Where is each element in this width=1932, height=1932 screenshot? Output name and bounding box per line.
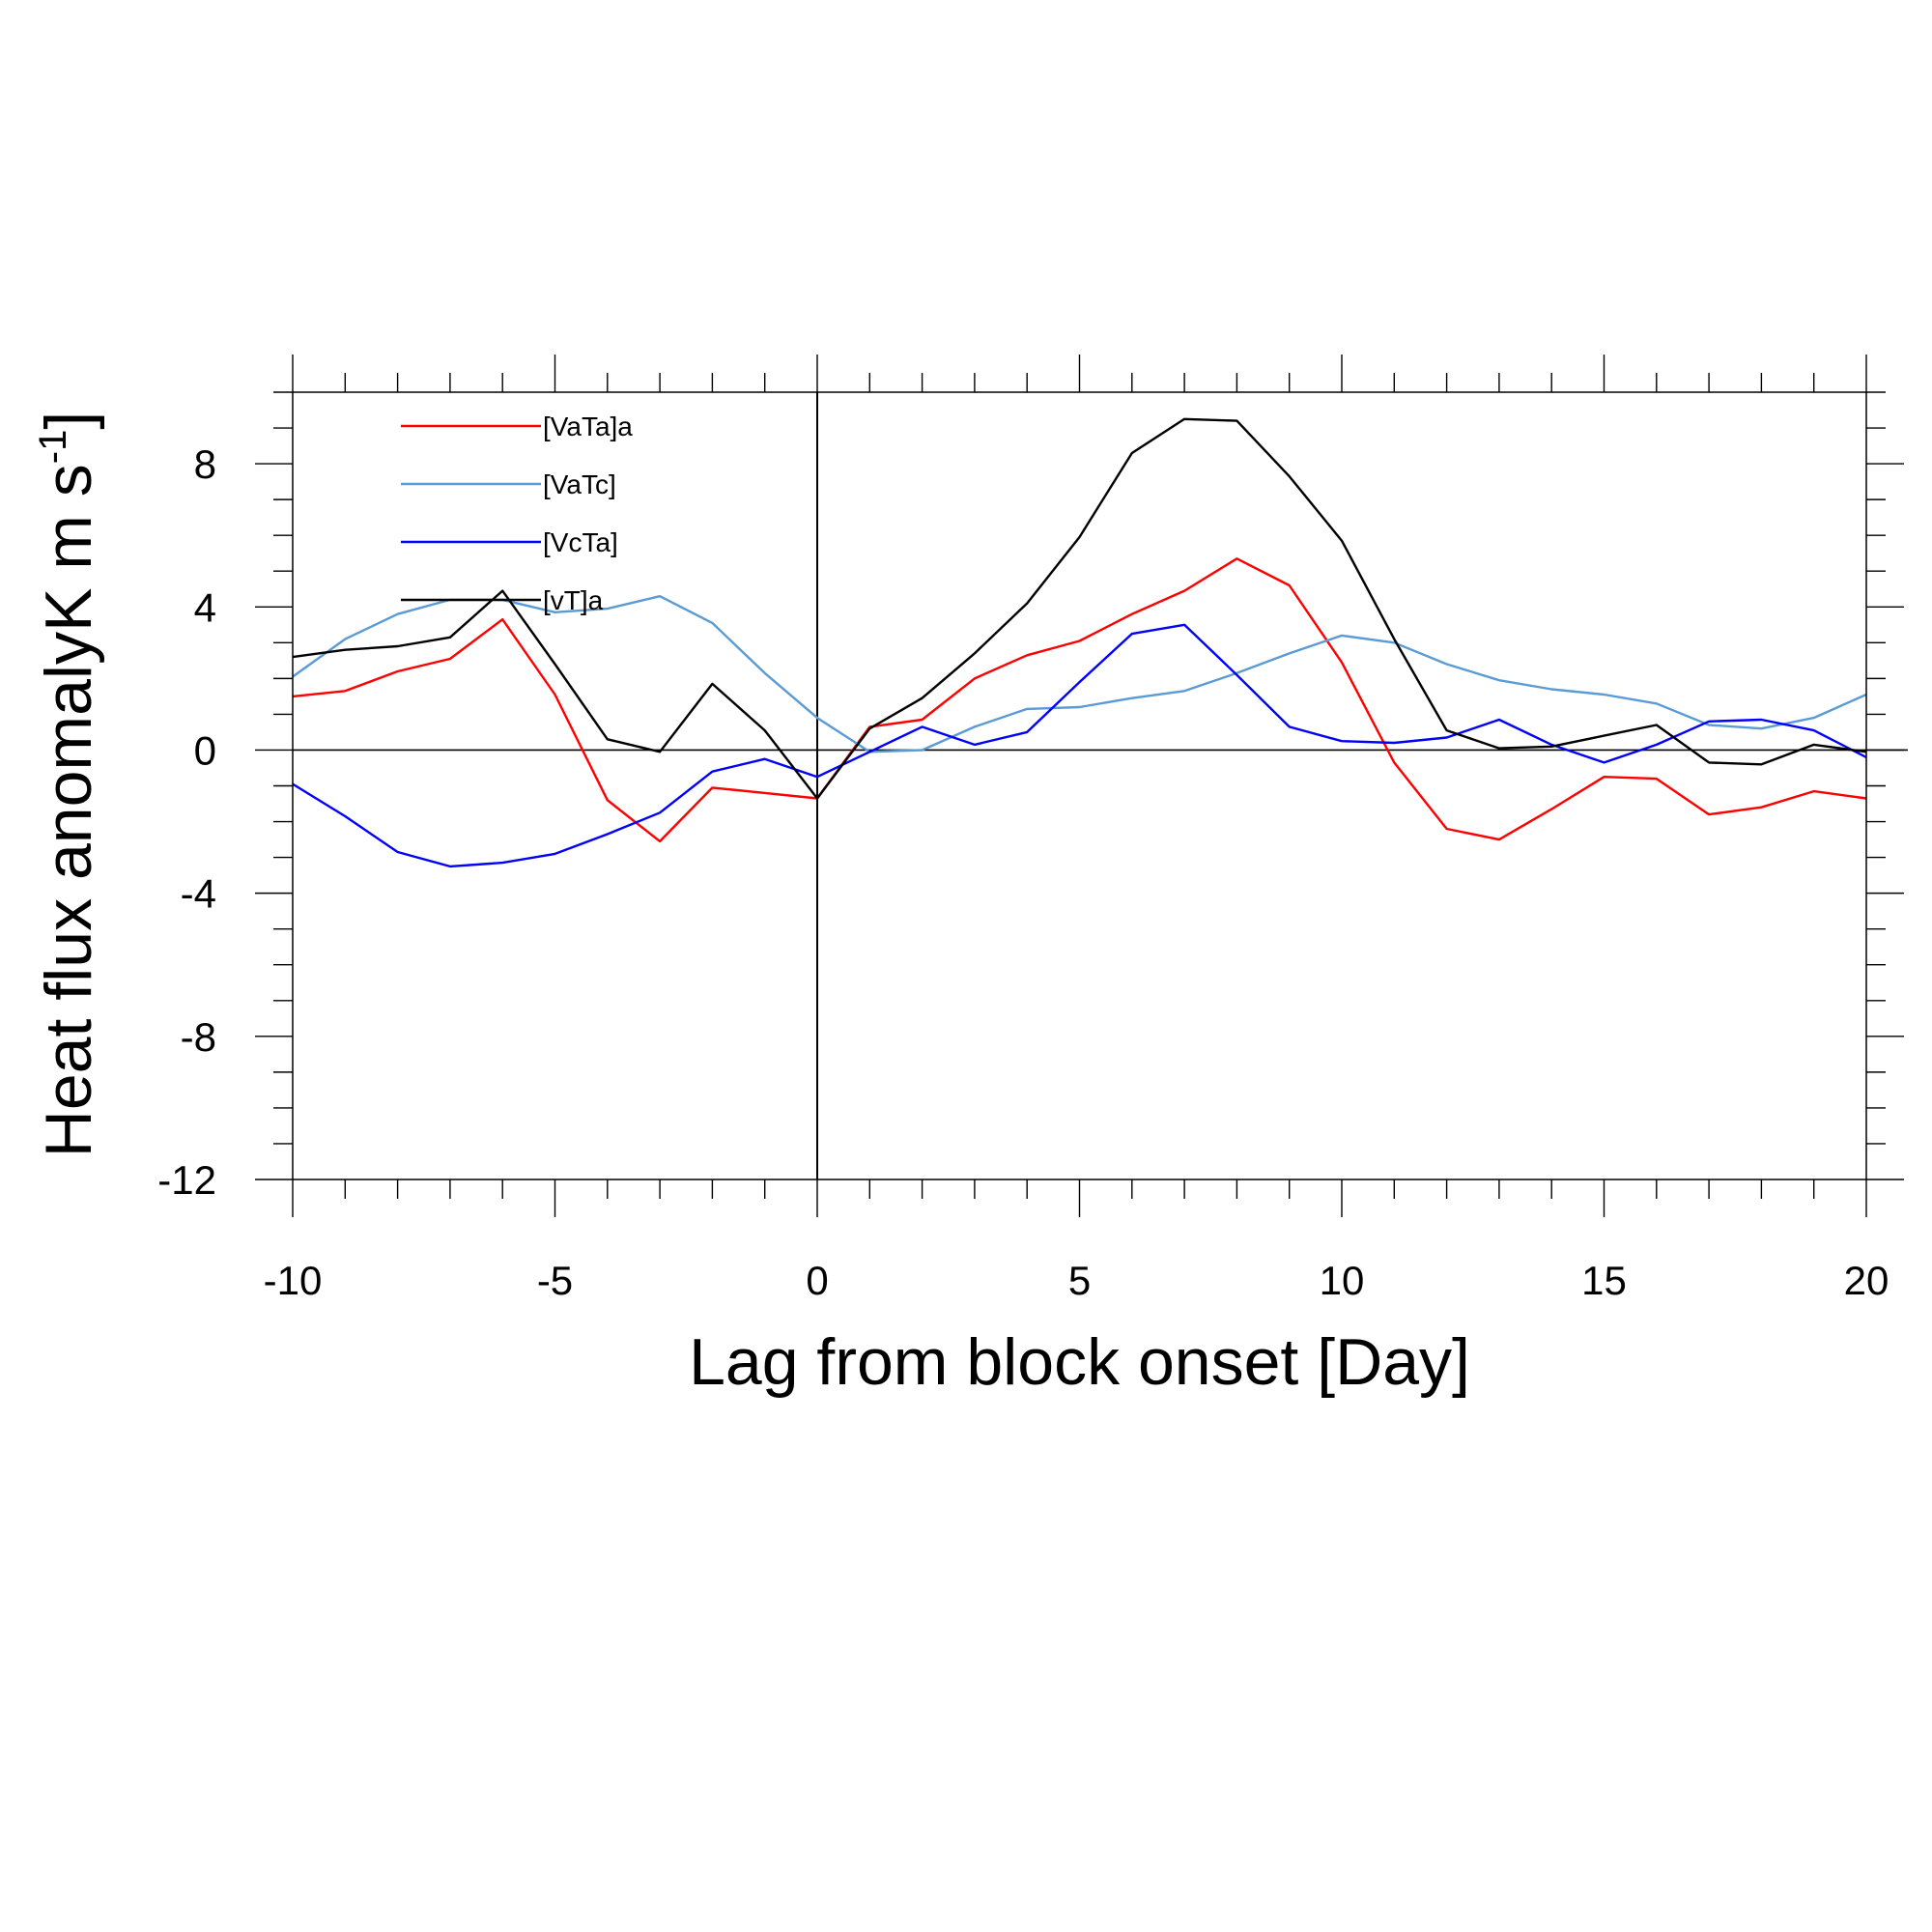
x-tick-label: -5 <box>537 1258 573 1303</box>
x-tick-label: 10 <box>1320 1258 1365 1303</box>
x-tick-label: 5 <box>1068 1258 1091 1303</box>
series-line <box>292 595 1867 753</box>
y-tick-label: -8 <box>181 1014 216 1060</box>
y-tick-label: 0 <box>194 727 216 773</box>
legend-label: [vT]a <box>543 585 604 615</box>
y-axis-title-close: ] <box>32 412 105 430</box>
legend-label: [VaTc] <box>543 469 616 499</box>
y-tick-labels: -12 -8 -4 0 4 8 <box>157 441 216 1203</box>
x-axis-title: Lag from block onset [Day] <box>689 1325 1470 1399</box>
x-tick-label: 0 <box>806 1258 828 1303</box>
y-axis-title: Heat flux anomalyK m s-1] <box>32 412 105 1158</box>
legend-label: [VaTa]a <box>543 412 633 441</box>
y-tick-label: 4 <box>194 584 216 630</box>
y-tick-label: -12 <box>157 1157 216 1203</box>
x-tick-label: 20 <box>1844 1258 1889 1303</box>
series-line <box>292 557 1867 843</box>
y-axis-title-sup: -1 <box>32 430 74 465</box>
x-tick-label: -10 <box>264 1258 323 1303</box>
legend-label: [VcTa] <box>543 527 618 557</box>
series-line <box>292 623 1867 868</box>
plot-frame <box>292 391 1867 1180</box>
y-axis-title-main: Heat flux anomalyK m s <box>32 464 105 1157</box>
y-tick-label: -4 <box>181 871 216 917</box>
series-line <box>292 417 1867 800</box>
legend: [VaTa]a [VaTc] [VcTa] [vT]a <box>401 412 633 615</box>
minor-ticks <box>273 373 1886 1199</box>
series-lines <box>292 417 1867 868</box>
y-tick-label: 8 <box>194 441 216 487</box>
x-tick-label: 15 <box>1581 1258 1627 1303</box>
x-tick-labels: -10 -5 0 5 10 15 20 <box>264 1258 1889 1303</box>
